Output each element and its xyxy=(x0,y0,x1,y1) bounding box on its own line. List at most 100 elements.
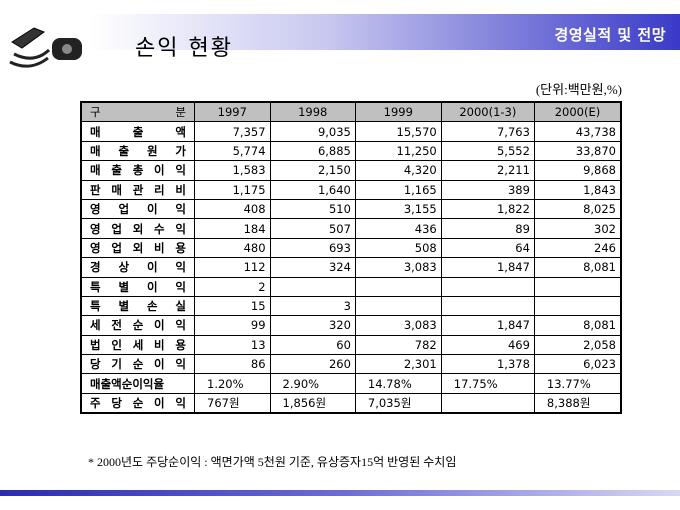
row-label: 매출액순이익율 xyxy=(80,373,195,394)
cell: 5,552 xyxy=(440,140,535,162)
cell: 767원 xyxy=(194,392,271,414)
cell: 782 xyxy=(354,334,442,356)
cell: 510 xyxy=(269,198,356,220)
cell: 1,856원 xyxy=(269,392,356,414)
cell: 2000(E) xyxy=(533,101,622,123)
table-row: 영 업 이 익 408 510 3,155 1,822 8,025 xyxy=(80,198,622,220)
cell: 1,640 xyxy=(269,179,356,200)
cell: 1,847 xyxy=(440,257,535,278)
cell: 9,868 xyxy=(533,160,622,181)
cell: 99 xyxy=(194,315,271,336)
cell: 3,083 xyxy=(354,257,442,278)
logo-icon xyxy=(9,27,82,68)
cell: 43,738 xyxy=(533,121,622,142)
cell: 1,165 xyxy=(354,179,442,200)
table-row: 매 출 총 이 익 1,583 2,150 4,320 2,211 9,868 xyxy=(80,160,622,181)
pl-table: 구 분 1997 1998 1999 2000(1-3) 2000(E) 매 출 액 7,35… xyxy=(80,101,622,415)
cell: 469 xyxy=(440,334,535,356)
table-row: 경 상 이 익 112 324 3,083 1,847 8,081 xyxy=(80,257,622,278)
cell: 8,025 xyxy=(533,198,622,220)
cell: 15 xyxy=(194,295,271,317)
cell xyxy=(354,295,442,317)
cell: 1998 xyxy=(269,101,356,123)
row-label: 영 업 외 수 익 xyxy=(80,218,195,239)
cell: 6,023 xyxy=(533,354,622,375)
cell xyxy=(533,295,622,317)
cell: 508 xyxy=(354,237,442,259)
row-label: 매 출 액 xyxy=(80,121,195,142)
cell: 2,301 xyxy=(354,354,442,375)
header-band xyxy=(90,14,680,50)
bottom-bar xyxy=(0,490,680,496)
slide-title: 손익 현황 xyxy=(135,36,233,61)
row-label: 주 당 순 이 익 xyxy=(80,392,195,414)
row-label: 경 상 이 익 xyxy=(80,257,195,278)
cell: 320 xyxy=(269,315,356,336)
cell: 86 xyxy=(194,354,271,375)
table-row: 매 출 액 7,357 9,035 15,570 7,763 43,738 xyxy=(80,121,622,142)
cell: 3,083 xyxy=(354,315,442,336)
cell: 11,250 xyxy=(354,140,442,162)
cell: 13.77% xyxy=(533,373,622,394)
row-label: 세 전 순 이 익 xyxy=(80,315,195,336)
cell: 1997 xyxy=(194,101,271,123)
cell: 3,155 xyxy=(354,198,442,220)
cell xyxy=(533,276,622,297)
cell: 2.90% xyxy=(269,373,356,394)
cell xyxy=(440,276,535,297)
cell: 2,058 xyxy=(533,334,622,356)
cell: 389 xyxy=(440,179,535,200)
cell: 302 xyxy=(533,218,622,239)
row-label: 특 별 손 실 xyxy=(80,295,195,317)
cell: 1,583 xyxy=(194,160,271,181)
cell: 8,388원 xyxy=(533,392,622,414)
cell: 15,570 xyxy=(354,121,442,142)
cell: 17.75% xyxy=(440,373,535,394)
cell: 8,081 xyxy=(533,257,622,278)
cell: 1.20% xyxy=(194,373,271,394)
header-row: 구 분 1997 1998 1999 2000(1-3) 2000(E) xyxy=(80,101,622,123)
row-label: 영 업 외 비 용 xyxy=(80,237,195,259)
table-row: 법 인 세 비 용 13 60 782 469 2,058 xyxy=(80,334,622,356)
cell: 7,357 xyxy=(194,121,271,142)
cell: 8,081 xyxy=(533,315,622,336)
cell: 480 xyxy=(194,237,271,259)
cell: 33,870 xyxy=(533,140,622,162)
table-row: 매 출 원 가 5,774 6,885 11,250 5,552 33,870 xyxy=(80,140,622,162)
cell: 9,035 xyxy=(269,121,356,142)
cell: 1,822 xyxy=(440,198,535,220)
cell: 324 xyxy=(269,257,356,278)
table-row: 매출액순이익율 1.20% 2.90% 14.78% 17.75% 13.77% xyxy=(80,373,622,394)
table-row: 특 별 손 실 15 3 xyxy=(80,295,622,317)
cell: 3 xyxy=(269,295,356,317)
cell xyxy=(440,295,535,317)
cell: 2,150 xyxy=(269,160,356,181)
cell xyxy=(354,276,442,297)
cell: 2000(1-3) xyxy=(440,101,535,123)
cell: 4,320 xyxy=(354,160,442,181)
cell: 436 xyxy=(354,218,442,239)
cell xyxy=(440,392,535,414)
row-label: 매 출 총 이 익 xyxy=(80,160,195,181)
cell: 2 xyxy=(194,276,271,297)
cell: 1,175 xyxy=(194,179,271,200)
cell: 507 xyxy=(269,218,356,239)
cell: 6,885 xyxy=(269,140,356,162)
cell: 7,035원 xyxy=(354,392,442,414)
footnote: * 2000년도 주당순이익 : 액면가액 5천원 기준, 유상증자15억 반영… xyxy=(88,455,457,469)
unit-label: (단위:백만원,%) xyxy=(535,82,622,97)
section-title: 경영실적 및 전망 xyxy=(554,26,666,44)
cell: 14.78% xyxy=(354,373,442,394)
row-label: 판 매 관 리 비 xyxy=(80,179,195,200)
cell: 5,774 xyxy=(194,140,271,162)
table-row: 영 업 외 비 용 480 693 508 64 246 xyxy=(80,237,622,259)
row-label: 구 분 xyxy=(80,101,195,123)
table-row: 당 기 순 이 익 86 260 2,301 1,378 6,023 xyxy=(80,354,622,375)
cell: 184 xyxy=(194,218,271,239)
cell: 112 xyxy=(194,257,271,278)
row-label: 매 출 원 가 xyxy=(80,140,195,162)
cell: 7,763 xyxy=(440,121,535,142)
row-label: 법 인 세 비 용 xyxy=(80,334,195,356)
